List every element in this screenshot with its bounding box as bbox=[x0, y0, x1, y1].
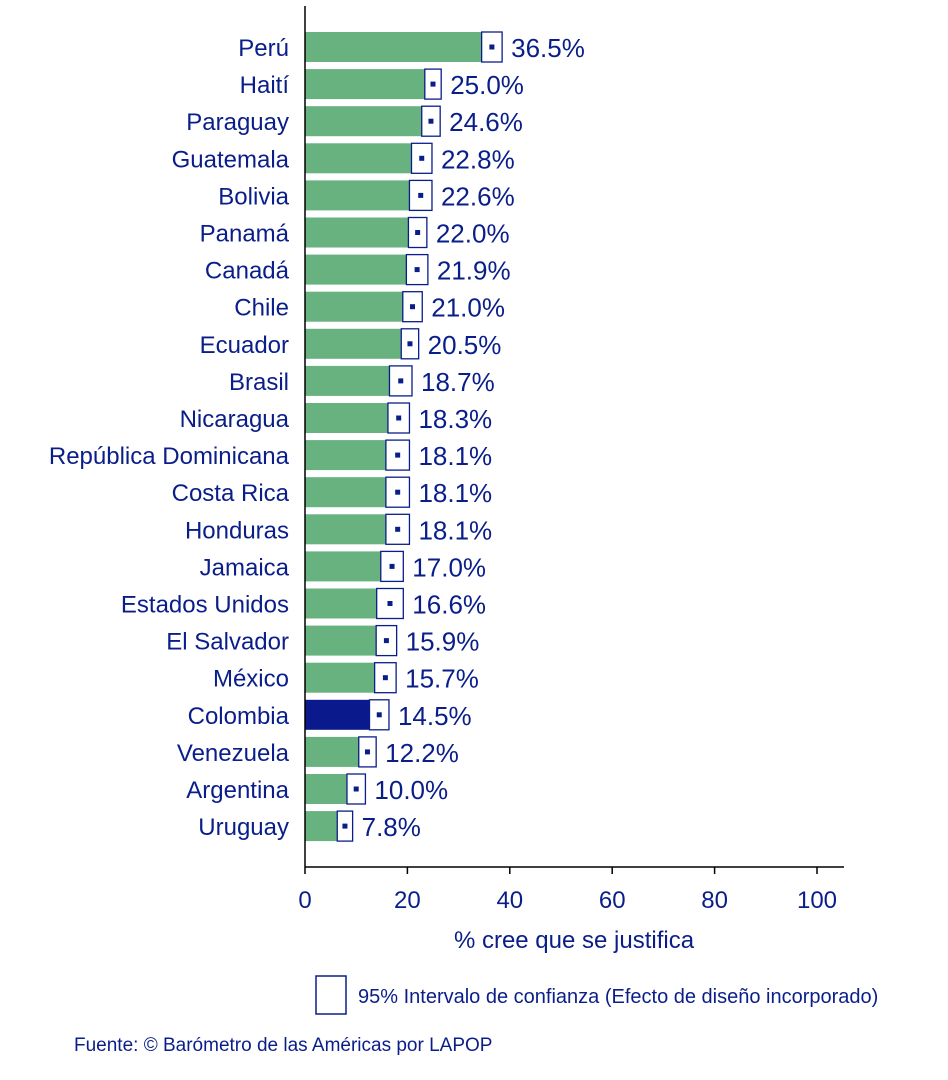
value-label-uruguay: 7.8% bbox=[362, 812, 421, 842]
point-marker-brasil bbox=[398, 378, 404, 384]
point-marker-honduras bbox=[395, 526, 401, 532]
value-label-argentina: 10.0% bbox=[374, 775, 448, 805]
point-marker-nicaragua bbox=[396, 415, 402, 421]
bar-colombia bbox=[305, 699, 380, 730]
bar-bolivia bbox=[305, 180, 421, 211]
value-label-el-salvador: 15.9% bbox=[406, 627, 480, 657]
value-label-costa-rica: 18.1% bbox=[418, 478, 492, 508]
point-marker-estados-unidos bbox=[387, 601, 393, 606]
bar-costa-rica bbox=[305, 477, 398, 508]
value-label-honduras: 18.1% bbox=[418, 515, 492, 545]
bar-guatemala bbox=[305, 143, 422, 174]
category-label-haiti: Haití bbox=[240, 72, 290, 99]
bars-layer: Perú 36.5% Haití 25.0% Paraguay 24.6% Guatemal… bbox=[49, 31, 585, 842]
value-label-paraguay: 24.6% bbox=[449, 107, 523, 137]
bar-ecuador bbox=[305, 328, 410, 359]
value-label-republica-dominicana: 18.1% bbox=[418, 441, 492, 471]
category-label-paraguay: Paraguay bbox=[186, 109, 289, 136]
bar-mexico bbox=[305, 662, 386, 693]
point-marker-uruguay bbox=[342, 823, 348, 829]
bar-brasil bbox=[305, 365, 401, 396]
category-label-bolivia: Bolivia bbox=[218, 183, 289, 210]
bar-venezuela bbox=[305, 736, 368, 767]
point-marker-colombia bbox=[376, 712, 382, 718]
point-marker-argentina bbox=[353, 786, 359, 792]
x-tick-label-40: 40 bbox=[496, 887, 523, 914]
category-label-mexico: México bbox=[213, 666, 289, 693]
category-label-canada: Canadá bbox=[205, 258, 290, 285]
category-label-guatemala: Guatemala bbox=[172, 146, 290, 173]
category-label-nicaragua: Nicaragua bbox=[180, 406, 290, 433]
value-label-mexico: 15.7% bbox=[405, 664, 479, 694]
value-label-peru: 36.5% bbox=[511, 33, 585, 63]
x-tick-label-100: 100 bbox=[797, 887, 837, 914]
point-marker-el-salvador bbox=[383, 638, 389, 644]
value-label-canada: 21.9% bbox=[437, 256, 511, 286]
category-label-argentina: Argentina bbox=[186, 777, 289, 804]
bar-canada bbox=[305, 254, 418, 285]
category-label-honduras: Honduras bbox=[185, 517, 289, 544]
legend-ci-swatch bbox=[315, 975, 347, 1015]
source-note: Fuente: © Barómetro de las Américas por … bbox=[74, 1035, 492, 1056]
category-label-brasil: Brasil bbox=[229, 369, 289, 396]
category-label-republica-dominicana: República Dominicana bbox=[49, 443, 290, 470]
bar-nicaragua bbox=[305, 403, 399, 433]
value-label-jamaica: 17.0% bbox=[412, 552, 486, 582]
category-label-estados-unidos: Estados Unidos bbox=[121, 592, 289, 619]
point-marker-paraguay bbox=[428, 118, 434, 124]
value-label-estados-unidos: 16.6% bbox=[412, 590, 486, 620]
category-label-ecuador: Ecuador bbox=[200, 332, 289, 359]
value-label-chile: 21.0% bbox=[431, 293, 505, 323]
point-marker-costa-rica bbox=[395, 489, 401, 495]
category-label-el-salvador: El Salvador bbox=[166, 629, 289, 656]
bar-haiti bbox=[305, 69, 433, 100]
bar-paraguay bbox=[305, 106, 431, 137]
axis-layer: 0 20 40 60 80 100 bbox=[298, 6, 844, 914]
x-tick-label-80: 80 bbox=[701, 887, 728, 914]
value-label-guatemala: 22.8% bbox=[441, 144, 515, 174]
x-tick-label-60: 60 bbox=[599, 887, 626, 914]
point-marker-peru bbox=[489, 44, 495, 50]
x-tick-label-0: 0 bbox=[298, 887, 311, 914]
value-label-venezuela: 12.2% bbox=[385, 738, 459, 768]
category-label-costa-rica: Costa Rica bbox=[172, 480, 290, 507]
category-label-panama: Panamá bbox=[200, 221, 290, 248]
point-marker-bolivia bbox=[418, 192, 424, 198]
point-marker-venezuela bbox=[364, 749, 370, 755]
value-label-bolivia: 22.6% bbox=[441, 181, 515, 211]
category-label-peru: Perú bbox=[238, 35, 289, 62]
category-label-colombia: Colombia bbox=[188, 703, 290, 730]
point-marker-mexico bbox=[382, 675, 388, 681]
point-marker-haiti bbox=[430, 81, 436, 87]
x-tick-label-20: 20 bbox=[394, 887, 421, 914]
category-label-jamaica: Jamaica bbox=[200, 554, 290, 581]
value-label-colombia: 14.5% bbox=[398, 701, 472, 731]
category-label-venezuela: Venezuela bbox=[177, 740, 290, 767]
point-marker-republica-dominicana bbox=[395, 452, 401, 458]
category-label-chile: Chile bbox=[234, 295, 289, 322]
point-marker-guatemala bbox=[419, 155, 425, 161]
value-label-ecuador: 20.5% bbox=[428, 330, 502, 360]
x-axis-title: % cree que se justifica bbox=[454, 927, 695, 954]
point-marker-canada bbox=[414, 267, 420, 273]
value-label-nicaragua: 18.3% bbox=[418, 404, 492, 434]
bar-el-salvador bbox=[305, 625, 387, 656]
bar-panama bbox=[305, 217, 418, 248]
point-marker-chile bbox=[410, 304, 416, 310]
legend-label: 95% Intervalo de confianza (Efecto de di… bbox=[358, 986, 878, 1008]
point-marker-jamaica bbox=[389, 563, 395, 569]
bar-republica-dominicana bbox=[305, 440, 398, 471]
value-label-panama: 22.0% bbox=[436, 219, 510, 249]
bar-chile bbox=[305, 291, 413, 322]
category-label-uruguay: Uruguay bbox=[198, 814, 289, 841]
bar-estados-unidos bbox=[305, 588, 390, 619]
value-label-haiti: 25.0% bbox=[450, 70, 524, 100]
bar-peru bbox=[305, 32, 492, 62]
bar-jamaica bbox=[305, 551, 393, 582]
point-marker-ecuador bbox=[407, 341, 413, 347]
bar-honduras bbox=[305, 514, 398, 545]
value-label-brasil: 18.7% bbox=[421, 367, 495, 397]
point-marker-panama bbox=[415, 230, 421, 235]
